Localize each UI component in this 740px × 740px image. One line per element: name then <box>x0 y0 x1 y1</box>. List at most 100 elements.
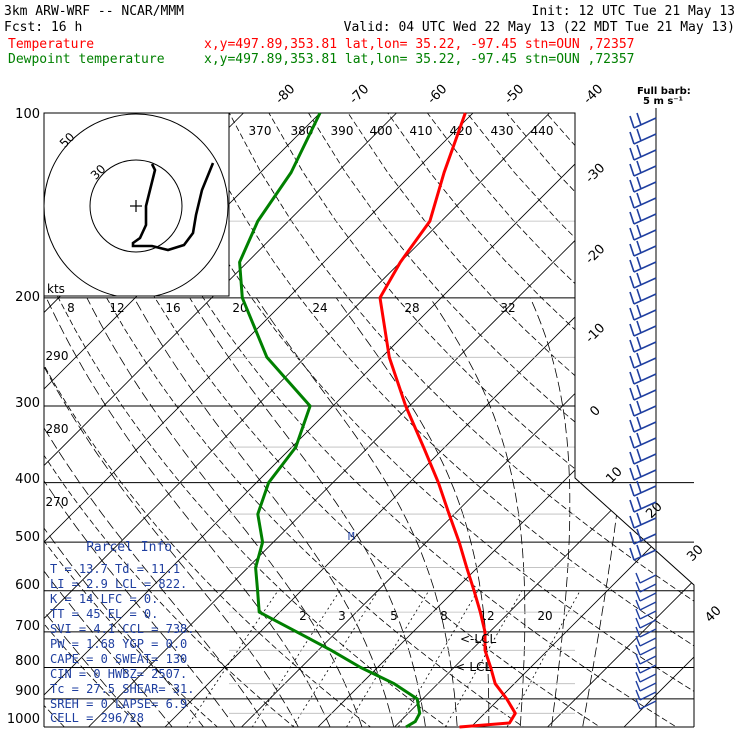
wind-barb-flag <box>636 496 642 510</box>
wind-barb <box>633 261 657 273</box>
dry-adiabat-line <box>308 113 694 727</box>
wind-barb-flag <box>635 653 641 665</box>
wind-barb-flag <box>635 590 641 602</box>
moist-adiabat-line <box>44 297 306 727</box>
wind-barb <box>633 293 657 305</box>
mixing-ratio-labels: 2 3 5 8 12 20 <box>299 609 552 623</box>
wind-barb-flag <box>635 644 641 656</box>
wind-barb <box>633 181 657 193</box>
wind-barb-flag <box>629 291 635 305</box>
wind-barb-flag <box>635 689 641 701</box>
moist-adiabat-lines <box>44 297 627 727</box>
temperature-profile-line <box>378 112 517 729</box>
isotherm-line <box>0 85 42 740</box>
wind-barb <box>639 637 657 647</box>
mixing-label: 3 <box>338 609 346 623</box>
wind-barb-flag <box>636 512 642 526</box>
temperature-location: x,y=497.89,353.81 lat,lon= 35.22, -97.45… <box>204 37 634 52</box>
moist-adiabat-line <box>133 297 398 727</box>
kts-label: kts <box>47 282 65 296</box>
wind-barb <box>633 341 657 353</box>
moist-adiabat-line <box>189 297 428 727</box>
wind-barb-flag <box>635 572 641 584</box>
mixing-ratio-line <box>243 590 341 727</box>
wind-barb-flag <box>629 387 635 401</box>
wind-barb-flag <box>629 403 635 417</box>
full-barb-units: 5 m s⁻¹ <box>643 96 683 107</box>
moist-adiabat-line <box>44 297 275 727</box>
wind-barb <box>639 700 657 710</box>
wind-barb <box>633 229 657 241</box>
wind-barb-flag <box>629 499 635 513</box>
moist-adiabat-line <box>529 297 571 727</box>
header: 3km ARW-WRF -- NCAR/MMM Init: 12 UTC Tue… <box>4 4 735 67</box>
wind-barb-flag <box>629 259 635 273</box>
speed-label: 16 <box>165 301 180 315</box>
wind-barb-flag <box>636 288 642 302</box>
wind-barb <box>639 610 657 620</box>
temp-label: -60 <box>425 82 451 108</box>
wind-barb-flag <box>629 275 635 289</box>
wind-barb-flag <box>635 599 641 611</box>
full-barb-legend: Full barb: 5 m s⁻¹ <box>637 86 691 727</box>
moist-adiabat-line <box>45 297 336 727</box>
mixing-label: 2 <box>299 609 307 623</box>
wind-barb-flag <box>629 355 635 369</box>
temp-label: 40 <box>702 603 724 625</box>
speed-label: 32 <box>500 301 515 315</box>
mixing-label: 8 <box>440 609 448 623</box>
wind-barb-flag <box>629 211 635 225</box>
wind-barb <box>633 469 657 481</box>
wind-barb-flag <box>629 371 635 385</box>
wind-barb-flag <box>629 323 635 337</box>
mixing-ratio-line <box>178 590 279 727</box>
temp-label: 30 <box>684 542 706 564</box>
wind-barb <box>639 583 657 593</box>
temp-label: -80 <box>273 82 299 108</box>
wind-barb <box>633 309 657 321</box>
theta-label: 430 <box>491 124 514 138</box>
mixing-ratio-line <box>390 590 479 727</box>
wind-barb-flag <box>636 352 642 366</box>
wind-barb <box>633 437 657 449</box>
theta-label: 390 <box>331 124 354 138</box>
wind-barb-flag <box>636 112 642 126</box>
wind-barb-flag <box>636 480 642 494</box>
isotherm-line <box>44 113 502 727</box>
isotherm-line <box>457 113 694 727</box>
dry-adiabat-line <box>664 113 694 727</box>
wind-barb-flag <box>636 256 642 270</box>
lcl-label: <-LCL <box>460 632 496 646</box>
wind-barb-flag <box>636 368 642 382</box>
pressure-label: 1000 <box>7 712 40 727</box>
wind-barb <box>633 277 657 289</box>
dry-adiabat-line <box>625 113 694 727</box>
pressure-label: 500 <box>15 530 40 545</box>
wind-barb-flag <box>629 339 635 353</box>
dry-adiabat-line <box>70 113 621 727</box>
temp-label: -30 <box>583 161 609 187</box>
hodograph: 30 50 <box>43 112 230 297</box>
isotherm-line <box>44 113 425 727</box>
dewpoint-profile-line <box>238 112 422 729</box>
wind-barb-flag <box>629 195 635 209</box>
parcel-info: M Parcel Info T = 13.7 Td = 11.1 LI = 2.… <box>50 530 355 725</box>
wind-barb-flag <box>629 531 635 545</box>
isotherm-line <box>304 113 694 727</box>
wind-barb <box>639 646 657 656</box>
wind-barb <box>633 405 657 417</box>
mixing-ratio-lines <box>178 590 581 727</box>
mixing-ratio-line <box>338 590 430 727</box>
wind-barb <box>633 357 657 369</box>
wind-barb <box>633 549 657 561</box>
wind-barb-flag <box>636 320 642 334</box>
wind-barb <box>639 592 657 602</box>
init-time: Init: 12 UTC Tue 21 May 13 <box>532 4 736 19</box>
parcel-row: CELL = 296/28 <box>50 711 144 725</box>
wind-barb-flag <box>636 176 642 190</box>
parcel-row: SVI = 4.1 CCL = 738. <box>50 622 195 636</box>
parcel-row: SREH = 0 LAPSE= 6.9 <box>50 697 187 711</box>
parcel-info-title: Parcel Info <box>86 540 172 555</box>
theta-label: 280 <box>46 422 69 436</box>
isotherm-line <box>228 113 694 727</box>
